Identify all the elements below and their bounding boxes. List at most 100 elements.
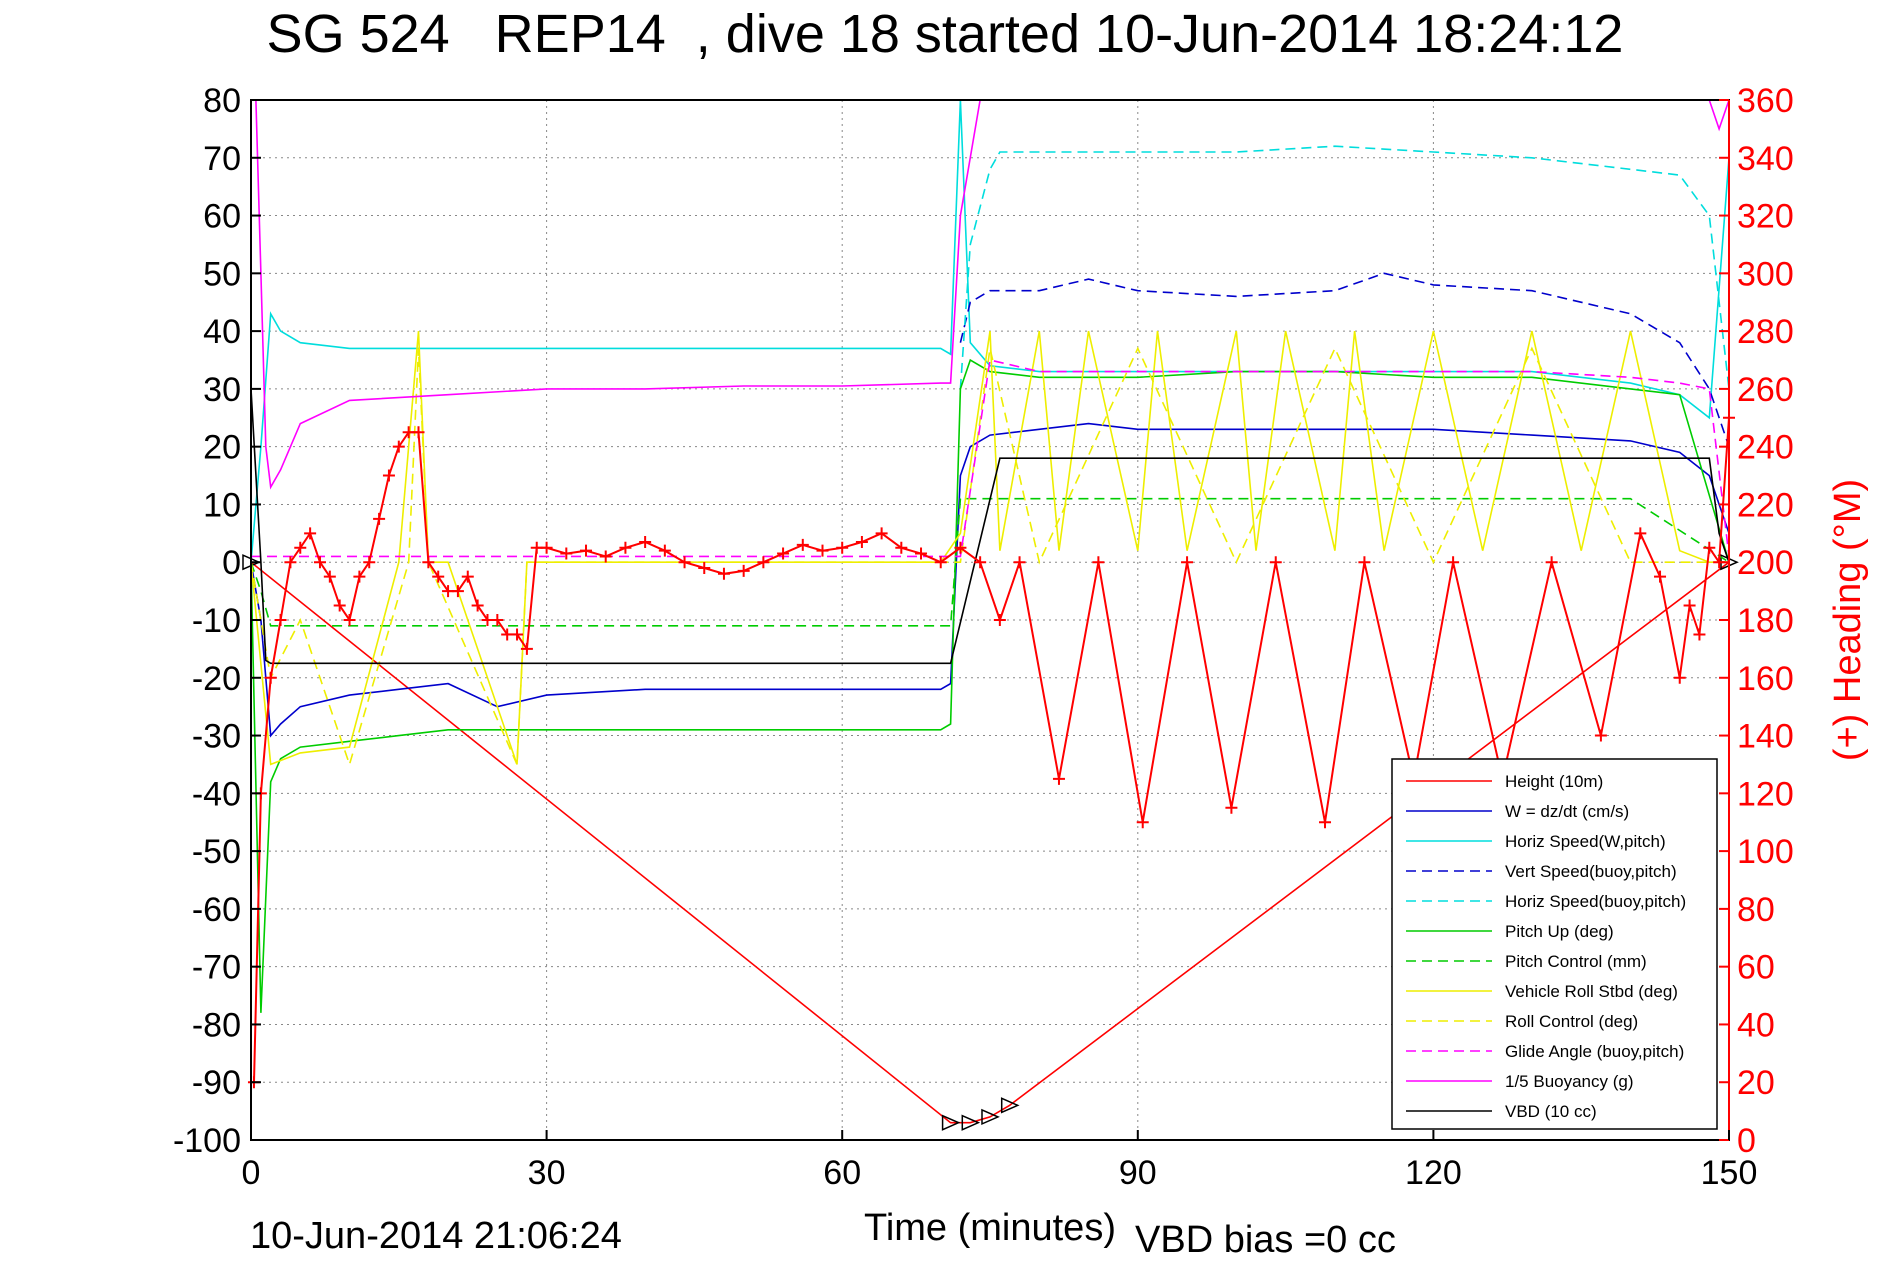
- heading-point: [1181, 556, 1194, 569]
- heading-point: [934, 556, 947, 569]
- heading-point: [836, 541, 849, 554]
- right-tick-label: 120: [1737, 775, 1794, 813]
- series-12: [247, 411, 1735, 1089]
- series-line: [959, 272, 1730, 447]
- heading-point: [875, 527, 888, 540]
- left-tick-label: -60: [192, 891, 241, 929]
- left-tick-label: -20: [192, 660, 241, 698]
- left-tick-label: 50: [203, 255, 241, 293]
- heading-point: [619, 541, 632, 554]
- x-axis-ticks: 0 30 60 90 120 150: [242, 1130, 1757, 1192]
- series-line: [250, 422, 1730, 738]
- right-tick-label: 220: [1737, 486, 1794, 524]
- x-tick-label: 60: [823, 1154, 861, 1192]
- heading-point: [1654, 570, 1667, 583]
- heading-point: [373, 512, 386, 525]
- series-line: [250, 561, 1730, 1124]
- heading-point: [717, 567, 730, 580]
- heading-point: [580, 544, 593, 557]
- heading-point: [294, 541, 307, 554]
- heading-point: [1013, 556, 1026, 569]
- x-tick-label: 120: [1405, 1154, 1462, 1192]
- heading-point: [1703, 541, 1716, 554]
- heading-point: [353, 570, 366, 583]
- heading-point: [1693, 628, 1706, 641]
- left-tick-label: -50: [192, 833, 241, 871]
- right-tick-label: 340: [1737, 140, 1794, 178]
- heading-point: [895, 541, 908, 554]
- heading-point: [757, 556, 770, 569]
- height-marker: [961, 1114, 981, 1131]
- height-marker: [981, 1108, 1000, 1126]
- heading-point: [796, 538, 809, 551]
- heading-point: [313, 556, 326, 569]
- right-tick-label: 320: [1737, 198, 1794, 236]
- right-tick-label: 20: [1737, 1064, 1775, 1102]
- right-axis-ticks: 3603403203002802602402202001801601401201…: [1719, 82, 1794, 1160]
- heading-point: [1225, 801, 1238, 814]
- heading-point: [343, 614, 356, 626]
- heading-point: [412, 426, 425, 439]
- left-tick-label: 30: [203, 371, 241, 409]
- heading-line: [253, 417, 1730, 1083]
- legend-label: Pitch Up (deg): [1505, 922, 1614, 941]
- x-axis-label: Time (minutes): [864, 1207, 1116, 1249]
- heading-point: [1634, 527, 1647, 540]
- series-9: [251, 359, 1730, 558]
- legend-label: 1/5 Buoyancy (g): [1505, 1072, 1634, 1091]
- heading-point: [974, 556, 987, 569]
- heading-point: [915, 547, 928, 560]
- heading-point: [1683, 599, 1696, 612]
- legend-label: VBD (10 cc): [1505, 1102, 1597, 1121]
- x-tick-label: 0: [242, 1154, 261, 1192]
- heading-point: [698, 562, 711, 574]
- heading-point: [333, 599, 346, 612]
- left-tick-label: 10: [203, 486, 241, 524]
- heading-point: [451, 585, 464, 598]
- heading-point: [382, 469, 395, 482]
- heading-point: [599, 550, 612, 563]
- heading-point: [1319, 816, 1332, 829]
- right-tick-label: 260: [1737, 371, 1794, 409]
- right-tick-label: 140: [1737, 718, 1794, 756]
- right-tick-label: 80: [1737, 891, 1775, 929]
- heading-point: [392, 440, 405, 453]
- heading-point: [363, 556, 376, 569]
- left-tick-label: -70: [192, 949, 241, 987]
- right-tick-label: 60: [1737, 949, 1775, 987]
- left-tick-label: 40: [203, 313, 241, 351]
- left-tick-label: 70: [203, 140, 241, 178]
- footer-timestamp: 10-Jun-2014 21:06:24: [250, 1215, 622, 1257]
- right-axis-label: (+) Heading (°M): [1827, 479, 1869, 761]
- heading-point: [658, 544, 671, 557]
- chart-title: SG 524 REP14 , dive 18 started 10-Jun-20…: [267, 4, 1624, 64]
- series-line: [250, 99, 1730, 563]
- right-tick-label: 180: [1737, 602, 1794, 640]
- series-4: [959, 145, 1730, 389]
- left-tick-label: -100: [173, 1122, 241, 1160]
- right-tick-label: 360: [1737, 82, 1794, 120]
- series-layer: [242, 99, 1739, 1131]
- left-tick-label: -10: [192, 602, 241, 640]
- heading-point: [491, 614, 504, 626]
- heading-point: [678, 556, 691, 569]
- legend-label: Horiz Speed(W,pitch): [1505, 832, 1666, 851]
- height-marker: [1000, 1097, 1020, 1114]
- series-line: [251, 359, 1730, 558]
- heading-point: [1545, 556, 1558, 569]
- heading-point: [1447, 556, 1460, 569]
- right-tick-label: 280: [1737, 313, 1794, 351]
- heading-point: [993, 614, 1006, 626]
- series-5: [250, 358, 1730, 1013]
- heading-point: [422, 556, 435, 569]
- series-2: [250, 99, 1730, 563]
- series-11: [250, 388, 1730, 665]
- heading-point: [432, 570, 445, 583]
- heading-point: [511, 628, 524, 641]
- height-marker: [941, 1114, 961, 1131]
- legend-label: Roll Control (deg): [1505, 1012, 1638, 1031]
- heading-point: [1358, 556, 1371, 569]
- heading-point: [471, 599, 484, 612]
- heading-point: [304, 527, 317, 540]
- left-tick-label: 80: [203, 82, 241, 120]
